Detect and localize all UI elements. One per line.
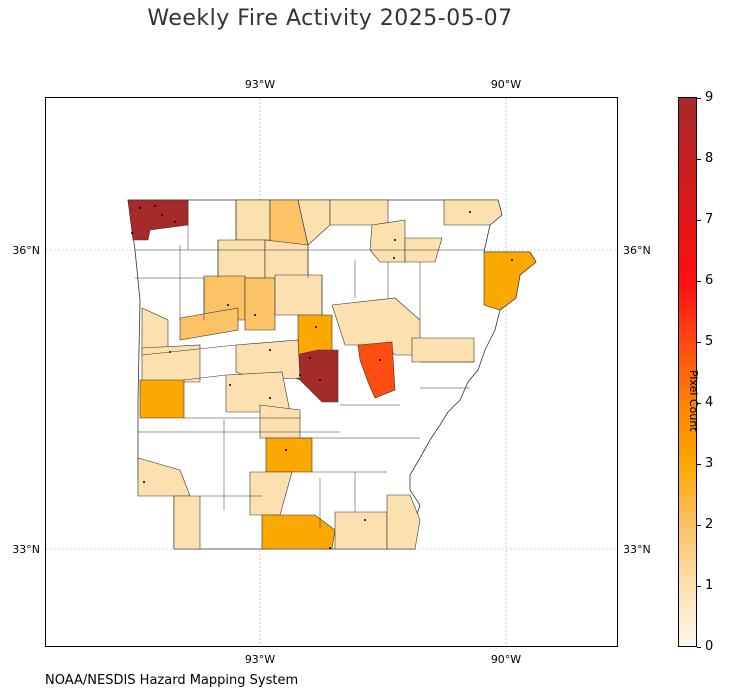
colorbar-tick-5: 5	[697, 334, 713, 349]
colorbar-label: Pixel Count	[687, 370, 700, 432]
county-n4	[329, 199, 389, 226]
colorbar-tick-0: 0	[697, 639, 713, 654]
lat-label-left-36n: 36°N	[12, 244, 40, 257]
county-w2	[244, 277, 276, 331]
lon-label-bottom-93w: 93°W	[245, 653, 275, 666]
county-mid-orange	[297, 314, 333, 356]
colorbar-tick-7: 7	[697, 212, 713, 227]
colorbar-tick-4: 4	[697, 395, 713, 410]
county-lines	[135, 200, 484, 528]
county-s4	[334, 511, 388, 550]
fire-points	[131, 205, 513, 549]
county-ne	[443, 199, 503, 226]
county-east-light	[411, 337, 475, 363]
county-c1	[217, 239, 266, 279]
county-w6	[141, 344, 201, 383]
county-mid-light	[331, 297, 421, 356]
colorbar-tick-6: 6	[697, 273, 713, 288]
county-c2	[264, 239, 309, 279]
county-sw-orange	[139, 379, 185, 419]
county-c4	[225, 371, 291, 413]
lat-label-left-33n: 33°N	[12, 543, 40, 556]
lat-label-right-33n: 33°N	[623, 543, 651, 556]
lon-label-top-90w: 90°W	[491, 78, 521, 91]
county-red-orange	[357, 341, 396, 399]
colorbar-tick-2: 2	[697, 517, 713, 532]
lon-label-bottom-90w: 90°W	[491, 653, 521, 666]
lon-label-top-93w: 93°W	[245, 78, 275, 91]
county-w4	[179, 307, 239, 341]
colorbar-tick-1: 1	[697, 578, 713, 593]
county-n1	[235, 199, 271, 241]
county-w3	[274, 274, 323, 316]
county-south-orange	[261, 514, 336, 550]
colorbar-tick-3: 3	[697, 456, 713, 471]
lat-label-right-36n: 36°N	[623, 244, 651, 257]
counties	[127, 199, 537, 550]
county-s3	[173, 495, 201, 550]
colorbar-tick-8: 8	[697, 151, 713, 166]
county-c5	[259, 404, 301, 439]
county-n5	[369, 219, 406, 263]
map-title: Weekly Fire Activity 2025-05-07	[147, 6, 513, 31]
county-s5	[386, 494, 421, 550]
colorbar	[678, 97, 697, 647]
county-c-orange	[265, 437, 313, 473]
county-east-orange	[483, 251, 537, 311]
source-credit: NOAA/NESDIS Hazard Mapping System	[45, 673, 299, 688]
map-frame[interactable]	[45, 97, 618, 647]
colorbar-tick-9: 9	[697, 90, 713, 105]
